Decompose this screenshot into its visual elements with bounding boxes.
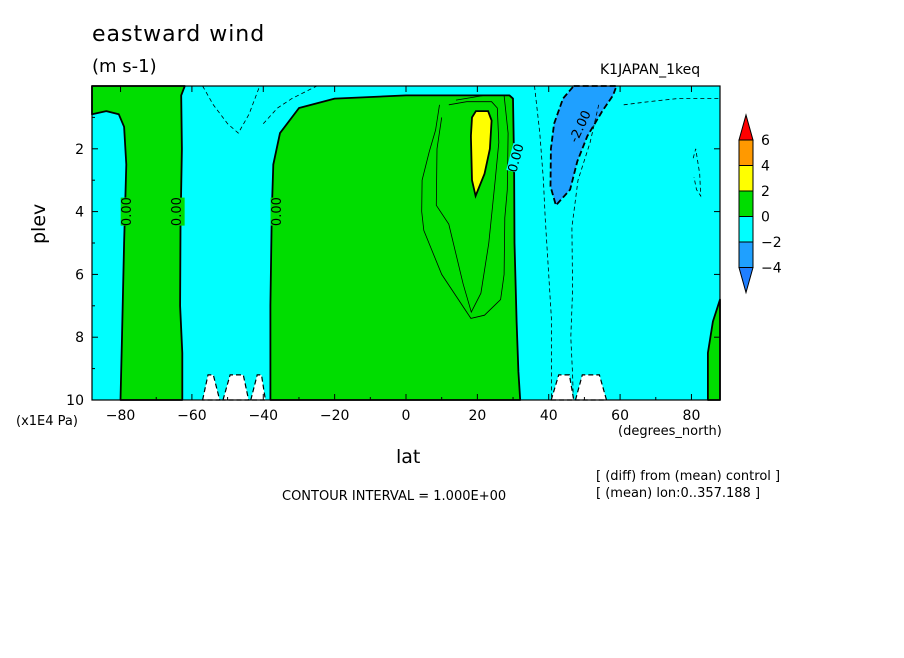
x-tick-label: −40 bbox=[248, 408, 278, 424]
y-tick-label: 6 bbox=[75, 267, 84, 283]
contour-dash-4 bbox=[570, 104, 600, 401]
contour-label-bg bbox=[120, 197, 135, 226]
x-tick-label: −80 bbox=[106, 408, 136, 424]
colorbar-label: 2 bbox=[761, 184, 770, 200]
x-axis-units: (degrees_north) bbox=[618, 424, 722, 439]
y-tick-label: 2 bbox=[75, 142, 84, 158]
contour-dash-3 bbox=[534, 85, 552, 400]
colorbar-bottom-arrow bbox=[738, 267, 754, 295]
colorbar-box bbox=[738, 165, 754, 192]
contour-label: 0.00 bbox=[170, 197, 185, 226]
contour-dash-6 bbox=[692, 148, 702, 198]
region-yellow bbox=[469, 110, 493, 199]
colorbar-top-arrow bbox=[738, 113, 754, 141]
contour-label-bg bbox=[506, 142, 527, 174]
contour-thin-1 bbox=[435, 101, 500, 314]
region-blue bbox=[549, 85, 618, 208]
colorbar-box bbox=[738, 139, 754, 166]
colorbar-label: −4 bbox=[761, 261, 782, 277]
y-tick-label: 4 bbox=[75, 205, 84, 221]
x-tick-label: 80 bbox=[683, 408, 701, 424]
x-tick-label: −60 bbox=[177, 408, 207, 424]
note-mean: [ (mean) lon:0..357.188 ] bbox=[596, 486, 761, 501]
x-tick-label: 0 bbox=[402, 408, 411, 424]
mask-3 bbox=[550, 374, 575, 401]
region-positive-1 bbox=[269, 94, 522, 401]
y-tick-label: 10 bbox=[66, 393, 84, 409]
y-tick-label: 8 bbox=[75, 330, 84, 346]
contour-label: 0.00 bbox=[270, 197, 285, 226]
colorbar-box bbox=[738, 216, 754, 243]
x-tick-label: 40 bbox=[540, 408, 558, 424]
note-diff: [ (diff) from (mean) control ] bbox=[596, 469, 781, 484]
contour-label-bg bbox=[270, 197, 285, 226]
colorbar-box bbox=[738, 190, 754, 217]
colorbar-label: −2 bbox=[761, 235, 782, 251]
mask-4 bbox=[574, 374, 608, 401]
x-tick-label: 20 bbox=[468, 408, 486, 424]
x-axis-label: lat bbox=[396, 446, 421, 468]
chart-title: eastward wind bbox=[92, 22, 266, 47]
contour-label-bg bbox=[170, 197, 185, 226]
x-tick-label: 60 bbox=[611, 408, 629, 424]
contour-label: 0.00 bbox=[506, 142, 528, 174]
contour-label: 0.00 bbox=[120, 197, 135, 226]
run-label: K1JAPAN_1keq bbox=[600, 62, 701, 78]
y-axis-units: (x1E4 Pa) bbox=[16, 414, 78, 429]
chart-units: (m s-1) bbox=[92, 56, 157, 77]
contour-dash-1 bbox=[202, 85, 261, 134]
contour-label-bg bbox=[568, 111, 594, 143]
colorbar-box bbox=[738, 241, 754, 268]
colorbar-label: 0 bbox=[761, 210, 770, 226]
mask-0 bbox=[201, 374, 221, 401]
colorbar-label: 4 bbox=[761, 159, 770, 175]
y-axis-label: plev bbox=[28, 203, 50, 244]
contour-interval: CONTOUR INTERVAL = 1.000E+00 bbox=[282, 489, 507, 504]
colorbar-label: 6 bbox=[761, 133, 770, 149]
contour-dash-2 bbox=[263, 85, 317, 124]
x-tick-label: −20 bbox=[320, 408, 350, 424]
contour-thin-2 bbox=[421, 95, 509, 319]
